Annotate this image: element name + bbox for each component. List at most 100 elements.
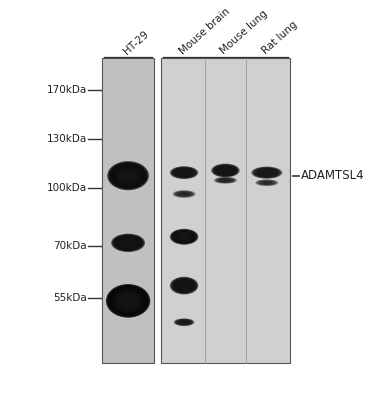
Ellipse shape: [111, 234, 145, 252]
Ellipse shape: [181, 284, 187, 287]
Ellipse shape: [217, 178, 234, 183]
Ellipse shape: [176, 232, 192, 241]
Ellipse shape: [124, 298, 132, 304]
Ellipse shape: [172, 278, 197, 293]
Ellipse shape: [256, 180, 278, 186]
Ellipse shape: [219, 178, 232, 182]
Ellipse shape: [252, 167, 281, 178]
Ellipse shape: [214, 165, 237, 176]
Ellipse shape: [214, 177, 236, 184]
Ellipse shape: [176, 319, 192, 325]
Ellipse shape: [170, 166, 198, 179]
Ellipse shape: [123, 172, 133, 179]
Ellipse shape: [181, 171, 188, 174]
Ellipse shape: [256, 168, 278, 177]
Ellipse shape: [111, 164, 145, 188]
Ellipse shape: [116, 168, 140, 184]
Text: HT-29: HT-29: [121, 29, 150, 56]
Ellipse shape: [174, 319, 194, 326]
Ellipse shape: [257, 169, 276, 176]
Ellipse shape: [177, 192, 191, 196]
Ellipse shape: [116, 236, 140, 249]
Ellipse shape: [221, 168, 230, 173]
Ellipse shape: [176, 191, 192, 197]
Ellipse shape: [175, 169, 193, 177]
Ellipse shape: [258, 169, 276, 176]
Ellipse shape: [125, 174, 131, 178]
Ellipse shape: [122, 240, 134, 246]
Ellipse shape: [124, 173, 132, 178]
Ellipse shape: [261, 170, 273, 175]
Ellipse shape: [118, 237, 139, 248]
Ellipse shape: [255, 168, 278, 177]
Ellipse shape: [120, 170, 136, 181]
Ellipse shape: [218, 178, 233, 182]
Ellipse shape: [124, 240, 132, 245]
Ellipse shape: [173, 168, 196, 178]
Ellipse shape: [222, 169, 229, 172]
Ellipse shape: [217, 167, 233, 174]
Ellipse shape: [220, 179, 230, 182]
Ellipse shape: [178, 192, 190, 196]
Ellipse shape: [177, 170, 191, 176]
Text: 70kDa: 70kDa: [53, 241, 87, 251]
Ellipse shape: [106, 284, 150, 318]
Ellipse shape: [180, 171, 188, 175]
Ellipse shape: [177, 320, 191, 325]
Ellipse shape: [178, 282, 190, 290]
Ellipse shape: [259, 170, 275, 176]
Ellipse shape: [180, 193, 188, 195]
Ellipse shape: [213, 164, 238, 176]
Ellipse shape: [173, 230, 196, 243]
Ellipse shape: [179, 320, 189, 324]
Text: Mouse brain: Mouse brain: [177, 6, 232, 56]
Ellipse shape: [260, 181, 273, 185]
Ellipse shape: [178, 170, 190, 176]
Ellipse shape: [180, 234, 188, 239]
Ellipse shape: [180, 320, 188, 324]
Ellipse shape: [254, 168, 279, 178]
Ellipse shape: [115, 236, 141, 250]
Ellipse shape: [174, 191, 194, 197]
Ellipse shape: [175, 191, 193, 197]
Ellipse shape: [181, 321, 187, 323]
Ellipse shape: [116, 292, 141, 310]
Ellipse shape: [175, 232, 193, 242]
Ellipse shape: [174, 280, 194, 292]
Ellipse shape: [125, 241, 131, 244]
Ellipse shape: [258, 180, 276, 185]
Ellipse shape: [212, 164, 239, 177]
Ellipse shape: [122, 171, 135, 180]
Ellipse shape: [217, 166, 234, 175]
Ellipse shape: [176, 319, 193, 325]
Ellipse shape: [121, 296, 135, 306]
Text: 170kDa: 170kDa: [47, 85, 87, 95]
Ellipse shape: [172, 167, 197, 178]
Ellipse shape: [172, 230, 197, 244]
Ellipse shape: [173, 279, 195, 292]
Ellipse shape: [223, 169, 228, 172]
Ellipse shape: [115, 167, 141, 185]
Ellipse shape: [178, 320, 191, 325]
Ellipse shape: [176, 169, 192, 176]
Ellipse shape: [174, 168, 194, 177]
Ellipse shape: [180, 321, 188, 324]
Ellipse shape: [113, 235, 143, 251]
Text: 130kDa: 130kDa: [47, 134, 87, 144]
Ellipse shape: [217, 178, 233, 182]
Ellipse shape: [262, 182, 271, 184]
Ellipse shape: [175, 280, 193, 291]
Ellipse shape: [112, 288, 145, 314]
Ellipse shape: [178, 192, 191, 196]
Ellipse shape: [215, 165, 236, 176]
Ellipse shape: [218, 167, 233, 174]
Ellipse shape: [173, 278, 196, 293]
Ellipse shape: [181, 321, 187, 324]
Text: 100kDa: 100kDa: [47, 183, 87, 193]
Ellipse shape: [171, 167, 197, 179]
Ellipse shape: [119, 169, 137, 182]
Ellipse shape: [174, 318, 194, 326]
Ellipse shape: [110, 287, 146, 314]
Ellipse shape: [113, 289, 143, 312]
Ellipse shape: [120, 294, 137, 307]
